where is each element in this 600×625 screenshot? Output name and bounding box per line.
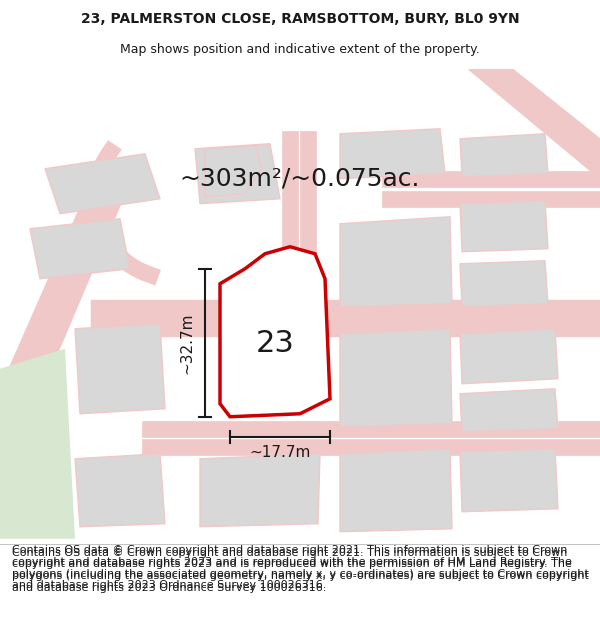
Polygon shape <box>195 144 280 204</box>
Polygon shape <box>200 454 320 527</box>
Polygon shape <box>460 449 558 512</box>
Polygon shape <box>460 389 558 432</box>
Text: 23, PALMERSTON CLOSE, RAMSBOTTOM, BURY, BL0 9YN: 23, PALMERSTON CLOSE, RAMSBOTTOM, BURY, … <box>80 12 520 26</box>
Text: ~32.7m: ~32.7m <box>179 312 194 374</box>
Polygon shape <box>340 217 452 307</box>
Polygon shape <box>460 134 548 177</box>
Text: Contains OS data © Crown copyright and database right 2021. This information is : Contains OS data © Crown copyright and d… <box>12 546 589 590</box>
Polygon shape <box>340 129 445 179</box>
Polygon shape <box>75 324 165 414</box>
Polygon shape <box>75 454 165 527</box>
Polygon shape <box>30 219 130 279</box>
Polygon shape <box>460 329 558 384</box>
Polygon shape <box>340 449 452 532</box>
Polygon shape <box>45 154 160 214</box>
Text: ~303m²/~0.075ac.: ~303m²/~0.075ac. <box>180 167 420 191</box>
Text: Contains OS data © Crown copyright and database right 2021. This information is : Contains OS data © Crown copyright and d… <box>12 548 589 592</box>
Polygon shape <box>340 329 452 427</box>
Text: ~17.7m: ~17.7m <box>250 445 311 460</box>
Polygon shape <box>460 201 548 252</box>
Polygon shape <box>0 349 75 539</box>
Polygon shape <box>220 247 330 417</box>
Polygon shape <box>205 146 262 197</box>
Polygon shape <box>460 261 548 307</box>
Text: Map shows position and indicative extent of the property.: Map shows position and indicative extent… <box>120 43 480 56</box>
Text: 23: 23 <box>256 329 295 358</box>
